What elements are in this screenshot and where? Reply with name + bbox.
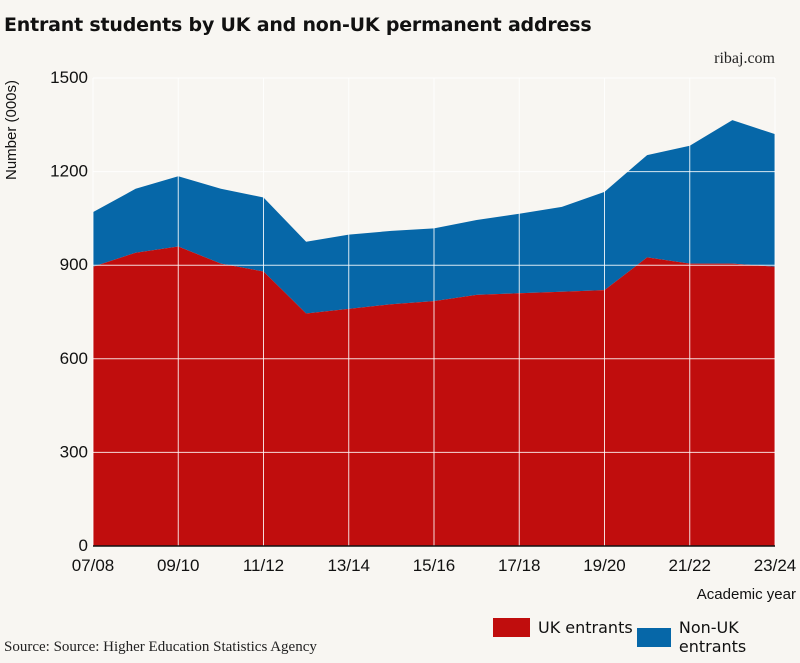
x-tick-label: 19/20	[583, 556, 626, 575]
y-axis-label: Number (000s)	[3, 80, 20, 180]
brand-label: ribaj.com	[714, 50, 775, 67]
x-tick-label: 23/24	[754, 556, 797, 575]
legend-label-uk: UK entrants	[538, 618, 633, 637]
x-tick-label: 11/12	[243, 556, 284, 575]
y-tick-labels: 0 300 600 900 1200 1500	[50, 68, 88, 555]
y-tick-label: 1200	[50, 162, 88, 181]
legend-label-non-uk: Non-UK entrants	[678, 618, 747, 656]
x-tick-label: 13/14	[327, 556, 370, 575]
legend-item-uk: UK entrants	[493, 618, 633, 637]
x-tick-label: 07/08	[72, 556, 115, 575]
y-tick-label: 900	[60, 255, 88, 274]
legend-swatch-uk	[493, 618, 530, 637]
legend-swatch-non-uk	[637, 627, 671, 647]
x-tick-labels: 07/08 09/10 11/12 13/14 15/16 17/18 19/20 21/22…	[72, 556, 797, 575]
x-axis-label: Academic year	[697, 586, 796, 603]
legend-item-non-uk: Non-UK entrants	[637, 618, 800, 656]
y-tick-label: 0	[79, 536, 88, 555]
x-tick-label: 21/22	[668, 556, 711, 575]
chart-title: Entrant students by UK and non-UK perman…	[4, 14, 592, 36]
x-tick-label: 09/10	[157, 556, 200, 575]
y-tick-label: 600	[60, 349, 88, 368]
y-tick-label: 1500	[50, 68, 88, 87]
gridlines-layer	[92, 77, 776, 546]
x-tick-label: 15/16	[413, 556, 456, 575]
source-note: Source: Source: Higher Education Statist…	[4, 639, 317, 655]
y-tick-label: 300	[60, 442, 88, 461]
x-tick-label: 17/18	[498, 556, 541, 575]
